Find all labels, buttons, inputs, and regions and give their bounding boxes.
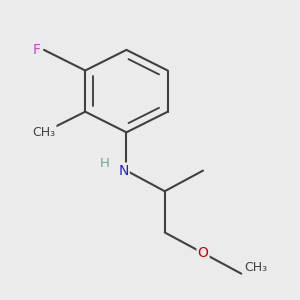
Text: N: N — [118, 164, 129, 178]
Text: H: H — [99, 157, 109, 170]
Text: F: F — [33, 43, 41, 57]
Text: O: O — [198, 246, 208, 260]
Text: CH₃: CH₃ — [244, 261, 267, 274]
Text: CH₃: CH₃ — [32, 126, 56, 139]
